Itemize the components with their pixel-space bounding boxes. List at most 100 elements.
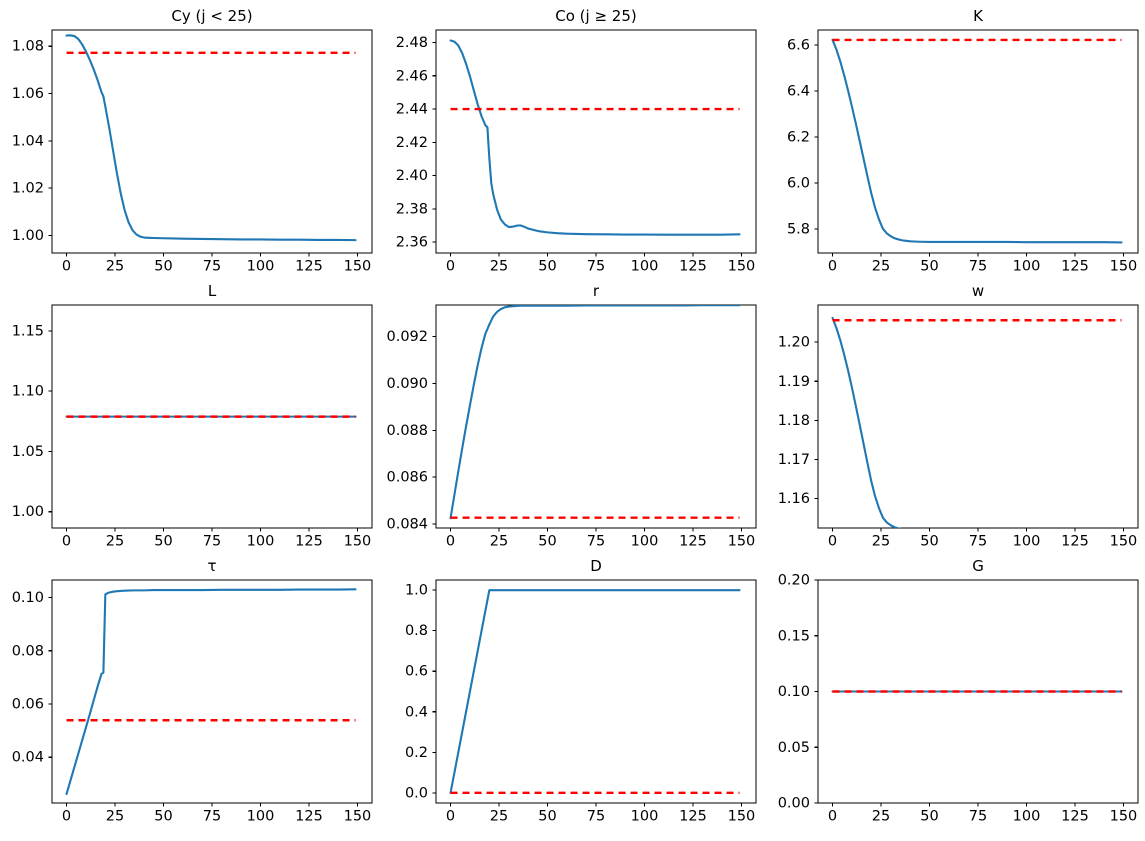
y-tick-label: 1.00: [12, 504, 44, 520]
axes-frame-k: [817, 29, 1139, 254]
y-tick-label: 1.0: [405, 583, 428, 599]
y-tick-label: 2.46: [396, 68, 428, 84]
axes-frame-cy: [51, 29, 373, 254]
x-tick-label: 100: [247, 809, 275, 825]
chart-panel-g: G 0.00 0.05 0.10 0.15 0.20 0 25 50 75 100 125 150: [766, 554, 1145, 841]
chart-panel-cy: Cy (j < 25) 1.00 1.02 1.04 1.06 1.08 0 25 50 75 10…: [0, 4, 380, 291]
axes-frame-co: [435, 29, 757, 254]
x-tick-label: 25: [490, 259, 508, 275]
y-tick-label: 0.10: [12, 590, 44, 606]
chart-title-tau: τ: [207, 557, 216, 575]
x-tick-label: 75: [587, 534, 605, 550]
x-tick-label: 125: [1061, 809, 1089, 825]
x-tick-label: 150: [728, 809, 756, 825]
y-tick-label: 0.4: [405, 704, 428, 720]
x-tick-label: 75: [969, 259, 987, 275]
x-tick-label: 0: [62, 809, 71, 825]
x-tick-label: 100: [1013, 534, 1041, 550]
chart-panel-d: D 0.0 0.2 0.4 0.6 0.8 1.0 0 25 50 75 100 125 150: [384, 554, 764, 841]
chart-svg-d: D 0.0 0.2 0.4 0.6 0.8 1.0 0 25 50 75 100 125 150: [405, 557, 757, 825]
chart-panel-co: Co (j ≥ 25) 2.36 2.38 2.40 2.42 2.44 2.46 2.48 0…: [384, 4, 764, 291]
series-group-co: [449, 39, 741, 236]
x-tick-label: 0: [446, 259, 455, 275]
x-tick-label: 125: [1061, 259, 1089, 275]
x-tick-label: 25: [872, 534, 890, 550]
x-tick-label: 75: [969, 809, 987, 825]
y-tick-label: 1.19: [778, 374, 810, 390]
chart-svg-cy: Cy (j < 25) 1.00 1.02 1.04 1.06 1.08 0 25 50 75 10…: [12, 7, 373, 275]
x-tick-label: 125: [679, 809, 707, 825]
chart-title-cy: Cy (j < 25): [171, 7, 252, 25]
x-tick-label: 50: [538, 809, 556, 825]
x-tick-label: 100: [631, 809, 659, 825]
x-tick-label: 50: [920, 809, 938, 825]
chart-title-co: Co (j ≥ 25): [555, 7, 636, 25]
x-tick-label: 0: [828, 534, 837, 550]
x-tick-label: 50: [154, 534, 172, 550]
y-tick-label: 0.06: [12, 697, 44, 713]
y-tick-label: 2.40: [396, 168, 428, 184]
x-tick-label: 0: [446, 534, 455, 550]
y-tick-label: 2.48: [396, 35, 428, 51]
x-tick-label: 0: [828, 259, 837, 275]
data-line-tau: [65, 588, 357, 795]
x-tick-label: 150: [1110, 809, 1138, 825]
x-tick-label: 25: [106, 809, 124, 825]
y-tick-label: 6.0: [787, 175, 810, 191]
axes-frame-tau: [51, 579, 373, 804]
x-tick-label: 75: [203, 259, 221, 275]
x-tick-label: 50: [920, 259, 938, 275]
x-tick-label: 125: [295, 534, 323, 550]
chart-title-w: w: [972, 282, 984, 300]
x-tick-label: 100: [631, 259, 659, 275]
x-tick-label: 100: [247, 534, 275, 550]
x-tick-label: 50: [154, 809, 172, 825]
y-tick-label: 0.10: [778, 684, 810, 700]
x-tick-label: 150: [344, 259, 372, 275]
chart-panel-tau: τ 0.04 0.06 0.08 0.10 0 25 50 75 100 125 150: [0, 554, 380, 841]
chart-svg-l: L 1.00 1.05 1.10 1.15 0 25 50 75 100 125 150: [12, 282, 373, 550]
y-tick-label: 1.18: [778, 413, 810, 429]
series-group-tau: [65, 588, 357, 795]
x-tick-label: 50: [154, 259, 172, 275]
x-tick-label: 100: [631, 534, 659, 550]
x-tick-label: 25: [872, 809, 890, 825]
data-line-k: [831, 38, 1123, 244]
x-tick-label: 75: [203, 534, 221, 550]
y-tick-label: 0.04: [12, 750, 44, 766]
y-tick-label: 0.15: [778, 628, 810, 644]
y-tick-label: 1.16: [778, 491, 810, 507]
y-tick-label: 0.00: [778, 796, 810, 812]
y-tick-label: 2.38: [396, 201, 428, 217]
data-line-cy: [65, 34, 357, 242]
y-tick-label: 0.20: [778, 573, 810, 589]
chart-title-d: D: [590, 557, 602, 575]
y-tick-label: 0.8: [405, 623, 428, 639]
x-tick-label: 50: [920, 534, 938, 550]
y-tick-label: 0.088: [386, 423, 428, 439]
chart-title-k: K: [973, 7, 984, 25]
x-tick-label: 0: [62, 259, 71, 275]
x-tick-label: 150: [344, 534, 372, 550]
y-tick-label: 6.2: [787, 129, 810, 145]
x-tick-label: 75: [203, 809, 221, 825]
data-line-w: [831, 316, 902, 528]
series-group-w: [831, 316, 1122, 528]
y-tick-label: 0.6: [405, 664, 428, 680]
y-tick-label: 6.4: [787, 83, 810, 99]
y-tick-label: 1.17: [778, 452, 810, 468]
x-tick-label: 150: [728, 534, 756, 550]
x-tick-label: 0: [828, 809, 837, 825]
y-tick-label: 5.8: [787, 221, 810, 237]
chart-panel-k: K 5.8 6.0 6.2 6.4 6.6 0 25 50 75 100 125 150: [766, 4, 1145, 291]
chart-svg-co: Co (j ≥ 25) 2.36 2.38 2.40 2.42 2.44 2.46 2.48 0…: [396, 7, 757, 275]
y-tick-label: 0.084: [386, 517, 428, 533]
data-line-co: [449, 39, 741, 236]
x-tick-label: 150: [1110, 259, 1138, 275]
y-tick-label: 1.10: [12, 384, 44, 400]
y-tick-label: 1.08: [12, 39, 44, 55]
y-tick-label: 0.086: [386, 470, 428, 486]
data-line-d: [449, 589, 741, 794]
series-group-d: [449, 589, 741, 795]
